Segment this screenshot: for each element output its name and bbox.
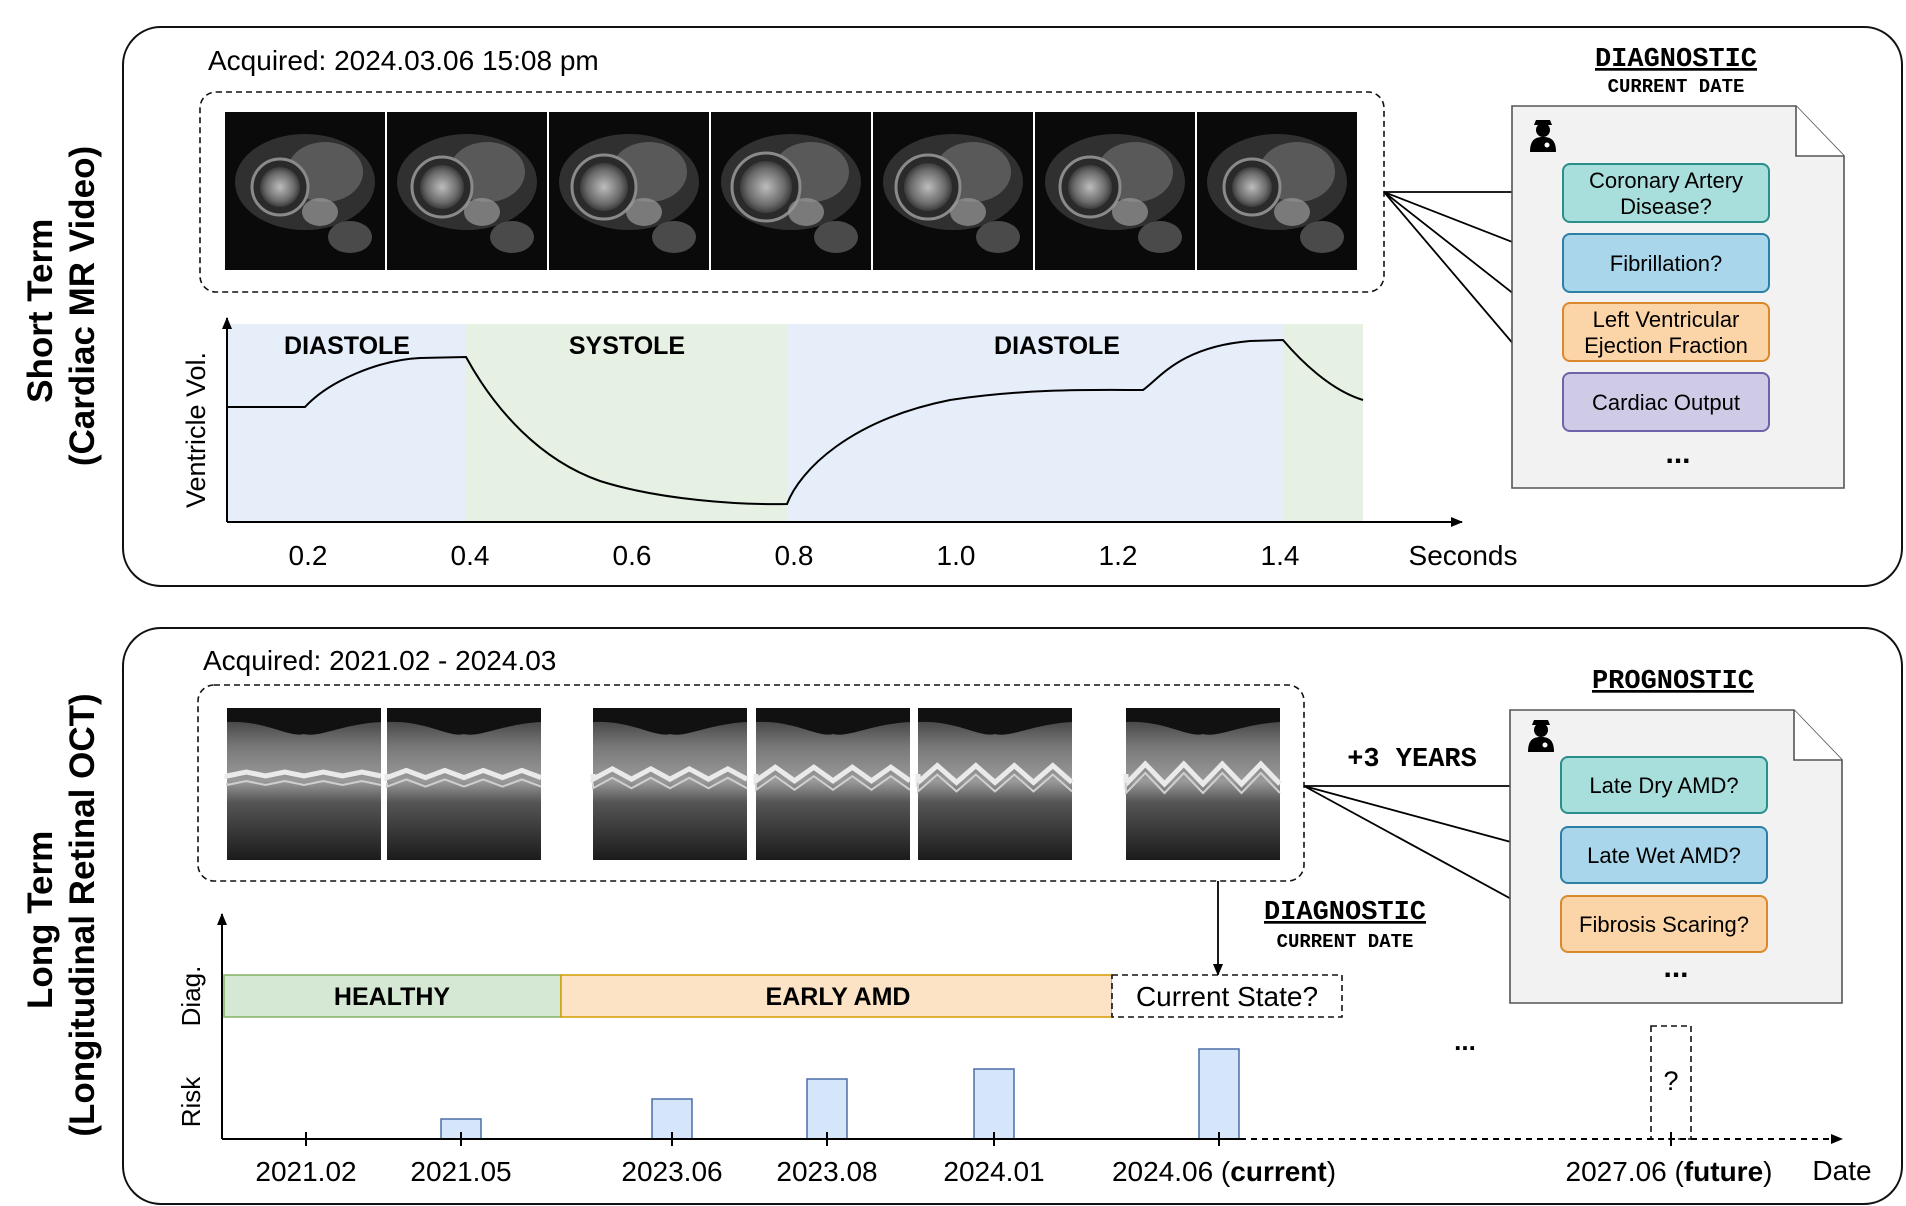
diagnostic-subtitle: CURRENT DATE (1608, 76, 1745, 98)
prognostic-ellipsis: ... (1663, 951, 1688, 984)
date-tick-label: 2024.06 (current) (1112, 1156, 1336, 1187)
target-label: Coronary Artery (1589, 168, 1743, 193)
risk-bar (1198, 1048, 1240, 1140)
oct-scan (915, 708, 1074, 860)
oct-scan-strip (224, 708, 1282, 860)
state-early-amd-label: EARLY AMD (766, 983, 911, 1011)
state-healthy-label: HEALTHY (334, 983, 451, 1011)
target-label: Fibrosis Scaring? (1579, 912, 1749, 937)
phase-diastole-label-2: DIASTOLE (994, 332, 1120, 360)
long-term-label: Long Term (Longitudinal Retinal OCT) (21, 693, 102, 1136)
target-label: Late Dry AMD? (1589, 773, 1738, 798)
oct-scan (590, 708, 749, 860)
oct-scans-box (197, 684, 1305, 882)
future-risk-box (1650, 1025, 1692, 1140)
short-term-acquired: Acquired: 2024.03.06 15:08 pm (208, 45, 599, 76)
phase-systole-label: SYSTOLE (569, 332, 685, 360)
x-tick-labels: 0.2 0.4 0.6 0.8 1.0 1.2 1.4 (289, 540, 1300, 571)
mri-frame (711, 112, 871, 270)
doctor-icon (1530, 120, 1556, 152)
prognostic-card: PROGNOSTIC Late Dry AMD? Late Wet AMD? Fib… (1509, 667, 1843, 1004)
mri-frame (387, 112, 547, 270)
y-axis-label: Ventricle Vol. (181, 352, 211, 508)
short-term-panel: Short Term (Cardiac MR Video) Acquired: … (21, 26, 1903, 587)
date-tick-label: 2023.06 (621, 1156, 722, 1187)
x-tick-label: 1.2 (1099, 540, 1138, 571)
timeline-x-label: Date (1812, 1155, 1871, 1186)
diagnostic-card: DIAGNOSTIC CURRENT DATE Coronary ArteryD… (1511, 45, 1845, 489)
target-label: Fibrillation? (1610, 251, 1723, 276)
diagnostic-target: Cardiac Output (1562, 372, 1770, 432)
risk-bar (973, 1068, 1015, 1140)
x-tick-label: 1.4 (1261, 540, 1300, 571)
volume-curve (227, 338, 1364, 506)
diagnostic-target: Fibrillation? (1562, 233, 1770, 293)
future-risk-mark: ? (1663, 1066, 1678, 1096)
state-early-amd (560, 974, 1113, 1018)
x-tick-label: 1.0 (937, 540, 976, 571)
x-tick-label: 0.2 (289, 540, 328, 571)
date-tick-label: 2023.08 (776, 1156, 877, 1187)
mri-frame-strip (225, 112, 1357, 270)
diagnostic-title: DIAGNOSTIC (1595, 45, 1757, 75)
y-label-risk: Risk (176, 1076, 206, 1128)
target-label: Ejection Fraction (1584, 333, 1748, 358)
oct-scan (224, 708, 382, 860)
oct-scan (1123, 708, 1282, 860)
date-tick-label: 2021.05 (410, 1156, 511, 1187)
prognostic-title: PROGNOSTIC (1592, 667, 1754, 697)
prognostic-target: Late Dry AMD? (1560, 756, 1768, 814)
prognostic-target: Late Wet AMD? (1560, 826, 1768, 884)
risk-bar (806, 1078, 848, 1140)
target-label: Late Wet AMD? (1587, 843, 1741, 868)
mri-frame (549, 112, 709, 270)
x-axis-label: Seconds (1409, 540, 1518, 571)
target-label: Cardiac Output (1592, 390, 1740, 415)
lt-diagnostic-subtitle: CURRENT DATE (1277, 931, 1414, 953)
x-tick-label: 0.4 (451, 540, 490, 571)
long-term-acquired: Acquired: 2021.02 - 2024.03 (203, 645, 556, 676)
mri-frame (1197, 112, 1357, 270)
short-term-label: Short Term (Cardiac MR Video) (21, 146, 102, 466)
phase-diastole-label: DIASTOLE (284, 332, 410, 360)
doctor-icon (1528, 720, 1554, 752)
target-label: Left Ventricular (1593, 307, 1740, 332)
mri-frame (225, 112, 385, 270)
mri-frame (1035, 112, 1195, 270)
state-healthy (223, 974, 562, 1018)
mri-frame (873, 112, 1033, 270)
date-tick-label: 2027.06 (future) (1566, 1156, 1773, 1187)
x-tick-label: 0.8 (775, 540, 814, 571)
long-term-panel: Long Term (Longitudinal Retinal OCT) Acq… (21, 627, 1903, 1205)
timeline-ellipsis: ... (1454, 1026, 1476, 1056)
ventricle-volume-chart: DIASTOLE SYSTOLE DIASTOLE Ventricle Vol.… (181, 317, 1518, 571)
horizon-label: +3 YEARS (1347, 745, 1477, 775)
date-tick-label: 2021.02 (255, 1156, 356, 1187)
lt-diagnostic-title: DIAGNOSTIC (1264, 898, 1426, 928)
date-tick-labels: 2021.02 2021.05 2023.06 2023.08 2024.01 2024.… (255, 1132, 1772, 1187)
target-label: Disease? (1620, 194, 1712, 219)
oct-scan (384, 708, 542, 860)
state-current-label: Current State? (1136, 981, 1318, 1012)
y-label-diag: Diag. (176, 966, 206, 1027)
prognostic-target: Fibrosis Scaring? (1560, 895, 1768, 953)
date-tick-label: 2024.01 (943, 1156, 1044, 1187)
x-tick-label: 0.6 (613, 540, 652, 571)
timeline-chart: HEALTHY EARLY AMD Current State? Diag. R… (176, 913, 1872, 1187)
state-current (1111, 974, 1343, 1018)
diagnostic-ellipsis: ... (1665, 437, 1690, 470)
prognostic-targets: Late Dry AMD? Late Wet AMD? Fibrosis Scari… (1560, 756, 1768, 953)
oct-scan (753, 708, 912, 860)
